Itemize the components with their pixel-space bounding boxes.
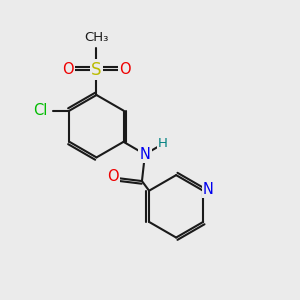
Text: N: N — [203, 182, 214, 197]
Text: Cl: Cl — [33, 103, 48, 118]
Text: O: O — [107, 169, 119, 184]
Text: CH₃: CH₃ — [84, 31, 109, 44]
Text: H: H — [158, 137, 168, 150]
Text: O: O — [62, 62, 74, 77]
Text: N: N — [140, 147, 150, 162]
Text: O: O — [119, 62, 131, 77]
Text: S: S — [91, 61, 102, 79]
